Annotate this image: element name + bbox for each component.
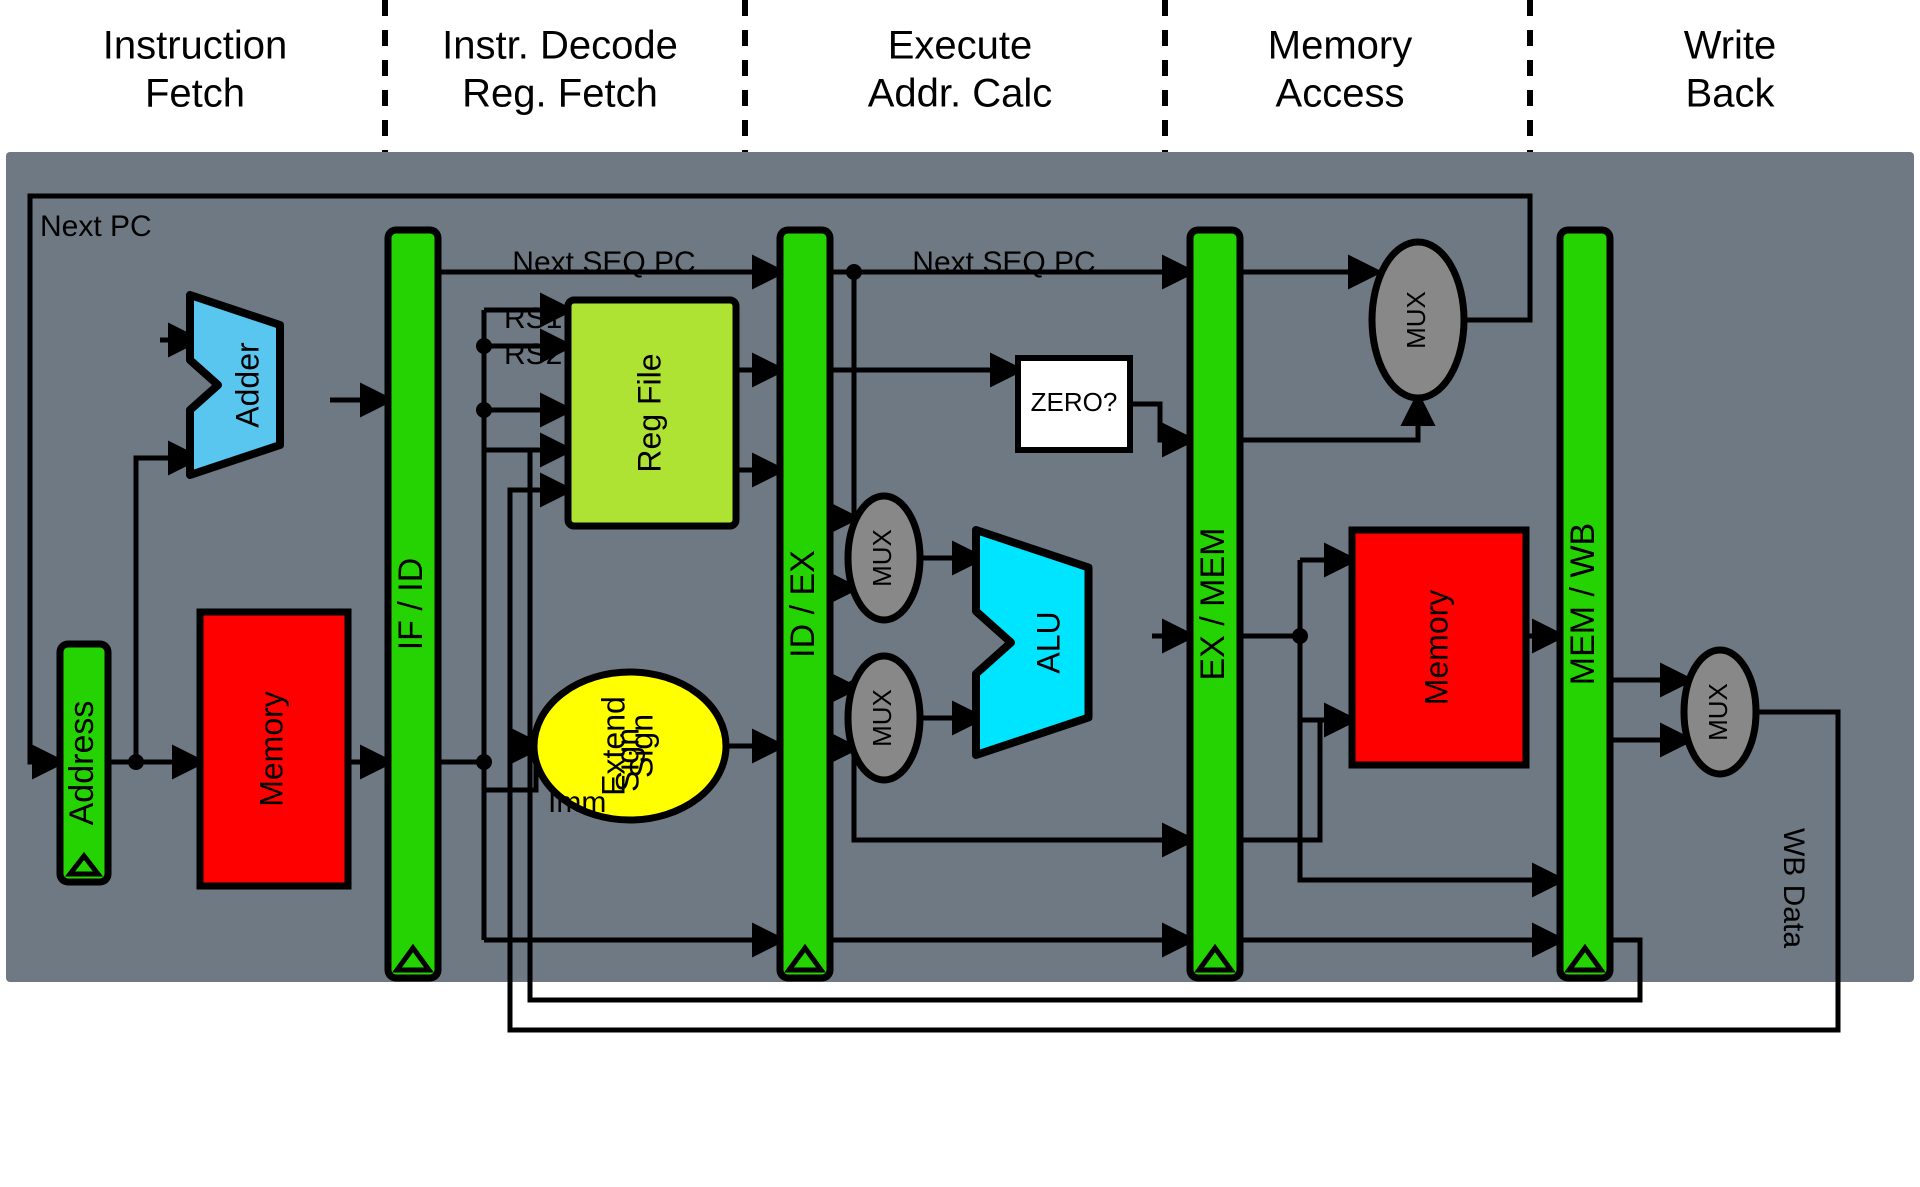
label-rs2: RS2 [504,338,562,371]
svg-text:Write: Write [1684,24,1777,68]
pipeline-diagram: Address IF / ID ID / EX EX / MEM MEM / WB Mem… [0,0,1920,1182]
stage-title: Instr. DecodeReg. Fetch [442,24,678,116]
pipe-reg-id_ex: ID / EX [780,230,830,978]
svg-text:Extend: Extend [595,696,631,796]
pipe-reg-mem_wb: MEM / WB [1560,230,1610,978]
svg-text:Reg. Fetch: Reg. Fetch [462,72,658,116]
label-imm: Imm [548,786,606,819]
stage-title: ExecuteAddr. Calc [868,24,1053,116]
mux-label: MUX [867,529,897,587]
memory-dmem: Memory [1352,530,1526,765]
pipe-reg-ex_mem: EX / MEM [1190,230,1240,978]
memory-label: Memory [253,691,289,807]
svg-text:Execute: Execute [888,24,1033,68]
pipe-reg-label: ID / EX [784,550,822,658]
svg-text:Back: Back [1686,72,1776,116]
svg-text:Memory: Memory [1268,24,1412,68]
zero-detect: ZERO? [1018,358,1130,450]
zero-label: ZERO? [1031,387,1118,417]
label-next_seq_1: Next SEQ PC [512,246,695,279]
stage-title: WriteBack [1684,24,1777,116]
pipe-reg-label: EX / MEM [1194,527,1232,680]
pipe-reg-label: MEM / WB [1564,523,1602,685]
pipe-reg-if_id: IF / ID [388,230,438,978]
adder-label: Adder [229,342,265,428]
svg-text:Instr. Decode: Instr. Decode [442,24,678,68]
mux-label: MUX [867,689,897,747]
alu-label: ALU [1030,611,1066,673]
reg-file: Reg File [568,300,736,526]
pipe-reg-label: Address [63,701,101,826]
mux-mux_wb: MUX [1684,650,1756,774]
pipe-reg-address: Address [60,644,108,882]
svg-text:Fetch: Fetch [145,72,245,116]
label-next_pc: Next PC [40,210,152,243]
label-next_seq_2: Next SEQ PC [912,246,1095,279]
label-rs1: RS1 [504,302,562,335]
svg-text:Instruction: Instruction [103,24,288,68]
pipe-reg-label: IF / ID [392,558,430,651]
mux-mux_rs2: MUX [848,656,920,780]
stage-title: MemoryAccess [1268,24,1412,116]
memory-label: Memory [1418,590,1454,706]
mux-mux_npc: MUX [1372,242,1464,398]
mux-label: MUX [1401,291,1431,349]
svg-text:Access: Access [1276,72,1405,116]
stage-title: InstructionFetch [103,24,288,116]
mux-mux_rs1: MUX [848,496,920,620]
regfile-label: Reg File [631,353,667,472]
label-wb_data: WB Data [1777,828,1810,948]
mux-label: MUX [1703,683,1733,741]
memory-imem: Memory [200,612,348,886]
svg-text:Addr. Calc: Addr. Calc [868,72,1053,116]
